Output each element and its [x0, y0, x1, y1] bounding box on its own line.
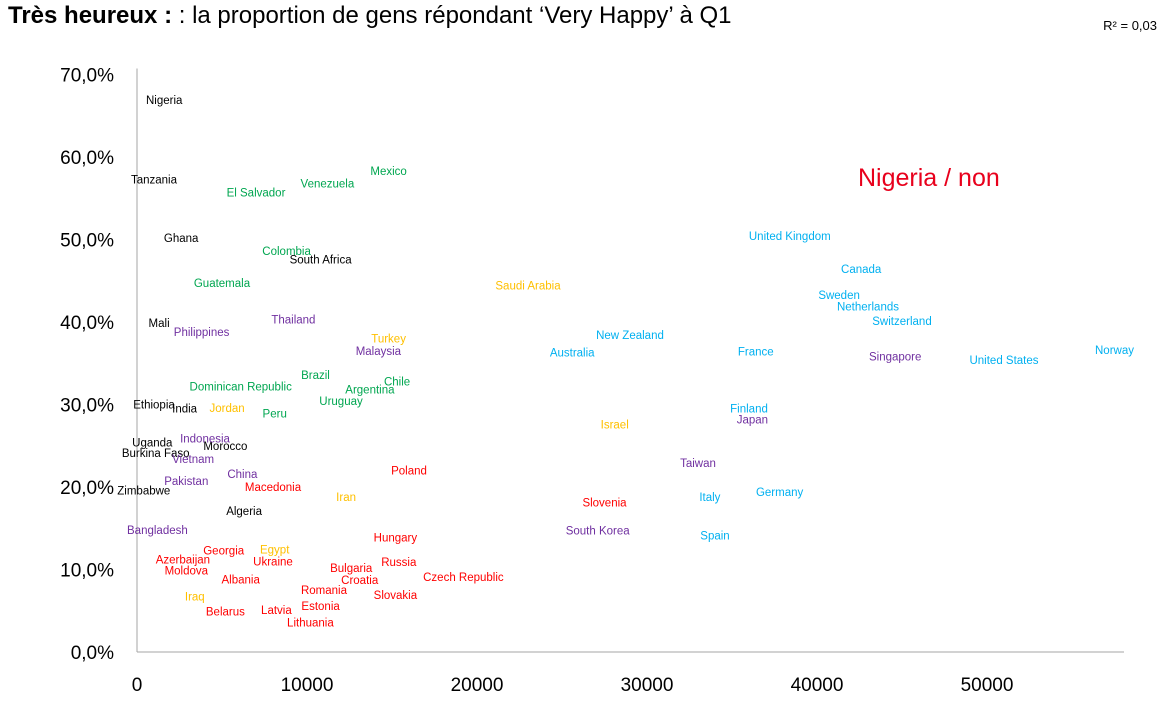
- data-point-label: Ethiopia: [133, 400, 175, 412]
- data-point-label: Burkina Faso: [122, 448, 190, 460]
- x-tick-label: 40000: [791, 675, 844, 696]
- data-point-label: Brazil: [301, 370, 330, 382]
- data-point-label: Ukraine: [253, 556, 293, 568]
- data-point-label: Thailand: [271, 315, 315, 327]
- data-point-label: Jordan: [210, 403, 245, 415]
- data-point-label: New Zealand: [596, 330, 664, 342]
- data-point-label: Slovakia: [374, 590, 418, 602]
- data-point-label: Czech Republic: [423, 572, 504, 584]
- chart-title-bold: Très heureux :: [8, 2, 173, 29]
- data-point-label: Tanzania: [131, 174, 178, 186]
- data-point-label: Italy: [699, 492, 720, 504]
- data-point-label: Azerbaijan: [156, 555, 210, 567]
- data-point-label: Taiwan: [680, 458, 716, 470]
- data-point-label: Singapore: [869, 352, 921, 364]
- data-point-label: Croatia: [341, 575, 379, 587]
- data-point-label: Spain: [700, 531, 729, 543]
- y-tick-label: 40,0%: [60, 313, 114, 334]
- x-tick-label: 0: [132, 675, 143, 696]
- data-point-label: Egypt: [260, 545, 290, 557]
- data-point-label: Algeria: [226, 506, 262, 518]
- r-squared-label: R² = 0,03: [1103, 18, 1157, 33]
- data-point-label: Moldova: [165, 565, 209, 577]
- data-point-label: Morocco: [203, 441, 247, 453]
- y-tick-label: 0,0%: [71, 643, 114, 664]
- data-point-label: Philippines: [174, 327, 230, 339]
- data-point-label: South Africa: [290, 254, 353, 266]
- data-point-label: Poland: [391, 466, 427, 478]
- data-point-label: Turkey: [371, 334, 406, 346]
- data-point-label: Sweden: [818, 290, 860, 302]
- y-tick-label: 50,0%: [60, 231, 114, 252]
- data-points: Nigeria Tanzania Ghana South Africa Mali Ethi…: [117, 95, 1134, 629]
- y-tick-label: 60,0%: [60, 148, 114, 169]
- data-point-label: United Kingdom: [749, 231, 831, 243]
- data-point-label: Nigeria: [146, 95, 183, 107]
- x-tick-label: 30000: [621, 675, 674, 696]
- data-point-label: Malaysia: [356, 346, 402, 358]
- y-tick-label: 10,0%: [60, 561, 114, 582]
- y-tick-label: 30,0%: [60, 396, 114, 417]
- data-point-label: Saudi Arabia: [495, 281, 561, 293]
- data-point-label: El Salvador: [227, 187, 286, 199]
- data-point-label: Mali: [149, 318, 170, 330]
- data-point-label: Argentina: [345, 385, 395, 397]
- data-point-label: Hungary: [374, 532, 418, 544]
- data-point-label: Israel: [601, 419, 629, 431]
- data-point-label: South Korea: [566, 526, 631, 538]
- data-point-label: Dominican Republic: [190, 381, 293, 393]
- x-tick-label: 10000: [281, 675, 334, 696]
- data-point-label: France: [738, 347, 774, 359]
- data-point-label: Peru: [263, 409, 287, 421]
- data-point-label: China: [227, 469, 258, 481]
- data-point-label: Iran: [336, 492, 356, 504]
- data-point-label: Slovenia: [582, 498, 627, 510]
- y-tick-labels: 0,0% 10,0% 20,0% 30,0% 40,0% 50,0% 60,0% 70,0%: [60, 66, 114, 665]
- data-point-label: Georgia: [203, 546, 245, 558]
- data-point-label: Romania: [301, 585, 348, 597]
- x-tick-labels: 0 10000 20000 30000 40000 50000: [132, 675, 1014, 696]
- data-point-label: Mexico: [370, 166, 406, 178]
- data-point-label: Venezuela: [301, 178, 355, 190]
- data-point-label: Albania: [222, 574, 261, 586]
- y-tick-label: 20,0%: [60, 478, 114, 499]
- data-point-label: Colombia: [262, 246, 311, 258]
- data-point-label: United States: [969, 355, 1038, 367]
- data-point-label: India: [172, 404, 198, 416]
- data-point-label: Estonia: [301, 601, 340, 613]
- data-point-label: Indonesia: [180, 433, 230, 445]
- data-point-label: Lithuania: [287, 617, 334, 629]
- data-point-label: Norway: [1095, 345, 1134, 357]
- data-point-label: Bangladesh: [127, 525, 188, 537]
- data-point-label: Uruguay: [319, 396, 363, 408]
- annotation-label: Nigeria / non: [858, 164, 1000, 192]
- data-point-label: Belarus: [206, 607, 245, 619]
- data-point-label: Guatemala: [194, 278, 251, 290]
- data-point-label: Vietnam: [172, 454, 214, 466]
- data-point-label: Canada: [841, 264, 882, 276]
- data-point-label: Germany: [756, 487, 804, 499]
- data-point-label: Ghana: [164, 233, 199, 245]
- data-point-label: Latvia: [261, 605, 292, 617]
- data-point-label: Finland: [730, 404, 768, 416]
- data-point-label: Russia: [381, 557, 417, 569]
- axes: [136, 68, 1124, 653]
- data-point-label: Bulgaria: [330, 563, 373, 575]
- data-point-label: Iraq: [185, 592, 205, 604]
- data-point-label: Chile: [384, 376, 410, 388]
- data-point-label: Macedonia: [245, 482, 302, 494]
- data-point-label: Pakistan: [164, 476, 208, 488]
- data-point-label: Uganda: [132, 437, 173, 449]
- chart-title-rest: : la proportion de gens répondant ‘Very …: [172, 2, 732, 29]
- data-point-label: Zimbabwe: [117, 485, 170, 497]
- data-point-label: Netherlands: [837, 301, 899, 313]
- data-point-label: Switzerland: [872, 316, 931, 328]
- chart-title: Très heureux : : la proportion de gens r…: [8, 2, 732, 30]
- data-point-label: Japan: [737, 414, 768, 426]
- x-tick-label: 20000: [451, 675, 504, 696]
- x-tick-label: 50000: [961, 675, 1014, 696]
- y-tick-label: 70,0%: [60, 66, 114, 87]
- data-point-label: Australia: [550, 348, 595, 360]
